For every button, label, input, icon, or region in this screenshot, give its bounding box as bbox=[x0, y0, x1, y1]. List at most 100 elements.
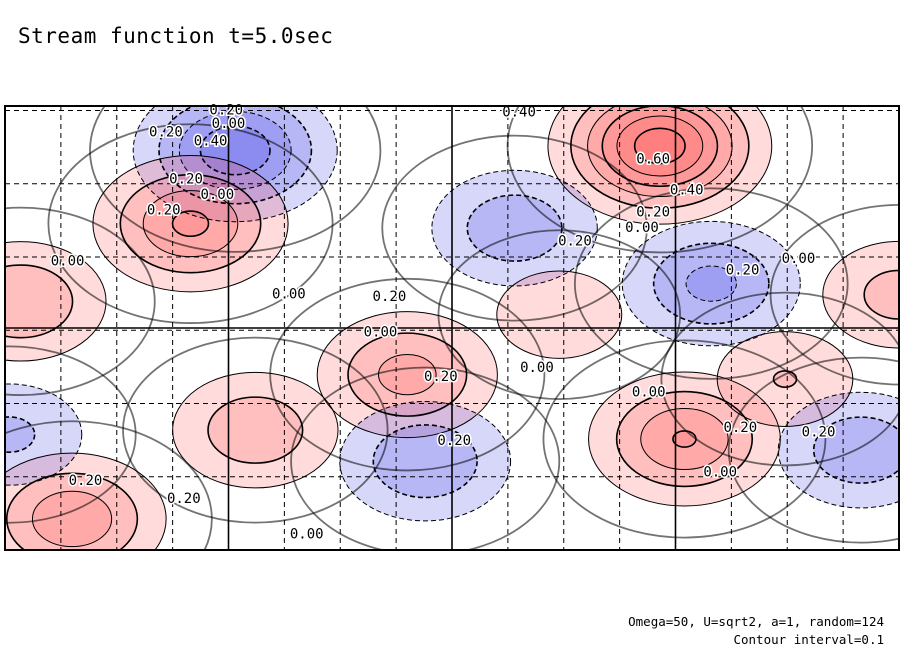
contour-label: 0.20 bbox=[424, 369, 458, 385]
contour-band-10-2 bbox=[208, 397, 303, 464]
contour-label: 0.20 bbox=[437, 433, 471, 449]
contour-label: 0.20 bbox=[802, 424, 836, 440]
contour-line-2-3 bbox=[142, 190, 239, 258]
zero-contour-5 bbox=[573, 187, 849, 380]
contour-label: 0.40 bbox=[194, 134, 228, 150]
contour-line-4-2 bbox=[466, 194, 563, 262]
contour-band-1-4 bbox=[200, 126, 271, 175]
contour-band-3-1 bbox=[5, 241, 107, 362]
zero-contour-4 bbox=[381, 134, 648, 322]
contour-line-1-1 bbox=[132, 106, 338, 223]
contour-line-7-1 bbox=[316, 311, 498, 439]
zero-contour-12 bbox=[727, 356, 899, 544]
grid-lines bbox=[5, 106, 899, 550]
contour-label: 0.00 bbox=[200, 187, 234, 203]
contour-line-11-2 bbox=[372, 424, 478, 499]
zero-contour-13 bbox=[5, 420, 213, 550]
zero-contour-14 bbox=[5, 345, 137, 524]
contour-band-15-2 bbox=[864, 270, 899, 319]
contour-label: 0.00 bbox=[782, 251, 816, 267]
zero-contour-9 bbox=[660, 291, 899, 467]
contour-band-13-3 bbox=[32, 491, 112, 547]
contour-line-0-4 bbox=[601, 106, 719, 188]
plot-frame bbox=[4, 105, 900, 551]
contour-label: 0.00 bbox=[272, 287, 306, 303]
zero-contour-3 bbox=[5, 206, 156, 396]
contour-label: 0.60 bbox=[636, 151, 670, 167]
contour-band-5-2 bbox=[653, 243, 769, 324]
contour-band-0-2 bbox=[570, 106, 749, 209]
contour-line-5-1 bbox=[621, 220, 801, 347]
contour-line-10-2 bbox=[207, 396, 304, 464]
contour-line-0-6 bbox=[633, 127, 686, 165]
contour-line-2-2 bbox=[119, 173, 262, 274]
contour-band-12-1 bbox=[778, 392, 899, 508]
contour-band-8-3 bbox=[640, 408, 729, 470]
contour-band-11-2 bbox=[373, 424, 478, 498]
contour-label: 0.00 bbox=[364, 324, 398, 340]
contour-labels: 0.200.000.200.400.200.000.200.000.00 0.20… bbox=[49, 101, 837, 544]
contour-line-14-1 bbox=[5, 383, 83, 486]
contour-line-1-3 bbox=[178, 110, 292, 190]
contour-line-3-1 bbox=[5, 241, 107, 362]
contour-line-6-1 bbox=[496, 270, 623, 359]
contour-label: 0.20 bbox=[169, 171, 203, 187]
contour-label: 0.00 bbox=[51, 253, 85, 269]
contour-band-1-3 bbox=[179, 111, 292, 190]
contour-band-3-2 bbox=[5, 265, 73, 338]
contour-label: 0.00 bbox=[703, 464, 737, 480]
contour-line-8-3 bbox=[640, 408, 729, 470]
contour-line-1-4 bbox=[199, 125, 271, 176]
contour-band-2-2 bbox=[120, 174, 261, 273]
zero-contour-8 bbox=[542, 339, 827, 539]
contour-line-2-1 bbox=[92, 154, 289, 293]
contour-band-0-6 bbox=[634, 128, 686, 164]
zero-contour-10 bbox=[122, 336, 389, 524]
contour-line-1-2 bbox=[158, 106, 313, 205]
contour-line-3-2 bbox=[5, 264, 74, 339]
contour-label: 0.20 bbox=[147, 202, 181, 218]
contour-line-14-2 bbox=[5, 416, 36, 453]
zero-contour-2 bbox=[47, 123, 334, 324]
zero-contour-7 bbox=[269, 277, 546, 472]
contour-line-0-2 bbox=[570, 106, 750, 209]
contour-band-7-3 bbox=[378, 354, 437, 395]
contour-band-14-1 bbox=[5, 383, 82, 486]
contour-line-11-1 bbox=[339, 401, 512, 522]
contour-label: 0.00 bbox=[290, 526, 324, 542]
contour-band-0-3 bbox=[587, 106, 733, 197]
contour-interval-note: Contour interval=0.1 bbox=[733, 632, 884, 647]
contour-label: 0.20 bbox=[167, 491, 201, 507]
contour-band-15-1 bbox=[822, 241, 899, 348]
contour-line-4-1 bbox=[431, 169, 598, 287]
contour-line-5-3 bbox=[685, 265, 737, 302]
contour-line-7-2 bbox=[347, 332, 468, 417]
contour-label: 0.00 bbox=[632, 384, 666, 400]
contour-label: 0.20 bbox=[558, 233, 592, 249]
contour-band-0-4 bbox=[602, 106, 718, 187]
contour-line-15-2 bbox=[863, 269, 899, 320]
contour-label: 0.00 bbox=[520, 360, 554, 376]
contour-label: 0.00 bbox=[212, 116, 246, 132]
contour-label: 0.20 bbox=[636, 205, 670, 221]
contour-line-5-2 bbox=[652, 242, 770, 325]
parameters-note: Omega=50, U=sqrt2, a=1, random=124 bbox=[628, 614, 884, 629]
contour-label: 0.00 bbox=[625, 220, 659, 236]
contour-band-2-1 bbox=[92, 155, 289, 292]
zero-contour-1 bbox=[89, 106, 382, 253]
contour-label: 0.20 bbox=[726, 262, 760, 278]
contour-label: 0.20 bbox=[723, 420, 757, 436]
contour-band-0-5 bbox=[616, 115, 703, 176]
contour-label: 0.20 bbox=[373, 289, 407, 305]
contour-line-13-1 bbox=[5, 452, 167, 550]
contour-label: 0.40 bbox=[670, 182, 704, 198]
contour-line-13-2 bbox=[5, 472, 139, 550]
contour-band-11-1 bbox=[339, 401, 511, 521]
contour-line-8-2 bbox=[615, 390, 754, 488]
contour-label: 0.20 bbox=[149, 125, 183, 141]
contour-line-0-1 bbox=[547, 106, 773, 225]
contour-line-7-3 bbox=[378, 354, 437, 396]
contour-line-0-3 bbox=[587, 106, 733, 198]
contour-label: 0.40 bbox=[502, 105, 536, 121]
